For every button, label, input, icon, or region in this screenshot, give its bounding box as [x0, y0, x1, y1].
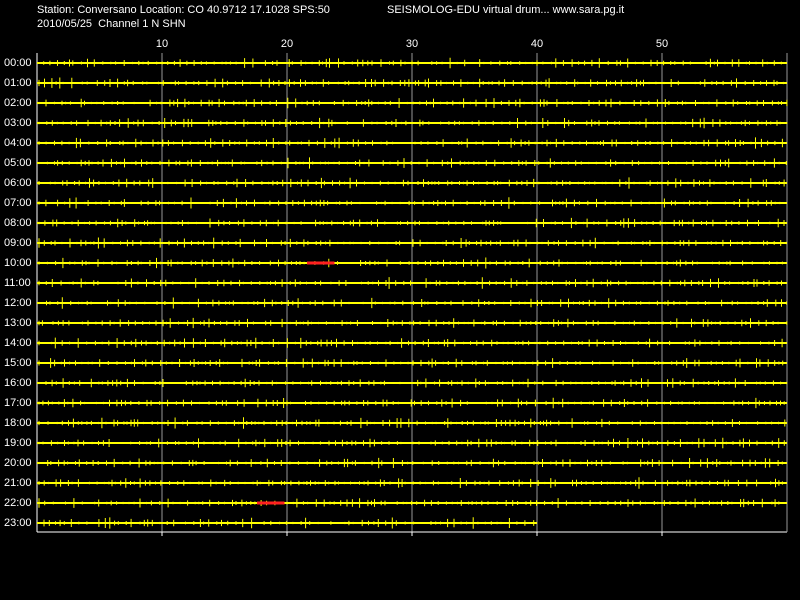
row-label: 00:00: [4, 57, 32, 69]
trace-noise: [38, 117, 788, 129]
trace-noise: [38, 397, 785, 409]
trace-noise: [38, 77, 784, 89]
row-label: 07:00: [4, 197, 32, 209]
trace-noise: [38, 437, 785, 449]
trace-noise: [38, 217, 785, 229]
row-label: 11:00: [4, 277, 31, 289]
trace-noise: [38, 137, 783, 149]
trace-noise: [38, 337, 783, 349]
trace-noise: [38, 237, 787, 249]
trace-noise: [38, 297, 787, 309]
trace-noise: [38, 317, 788, 329]
trace-noise: [38, 157, 787, 169]
trace-noise: [38, 417, 786, 429]
trace-noise: [38, 378, 788, 388]
row-label: 05:00: [4, 157, 32, 169]
trace-noise: [38, 517, 535, 529]
trace-noise: [38, 197, 781, 209]
date-channel: 2010/05/25 Channel 1 N SHN: [37, 18, 186, 30]
row-label: 20:00: [4, 457, 32, 469]
trace-noise: [38, 477, 783, 489]
x-tick-label: 30: [406, 38, 418, 50]
row-label: 03:00: [4, 117, 32, 129]
row-label: 16:00: [4, 377, 32, 389]
station-info: Station: Conversano Location: CO 40.9712…: [37, 4, 330, 16]
trace-noise: [38, 257, 783, 269]
trace-noise: [38, 57, 782, 69]
row-label: 04:00: [4, 137, 32, 149]
row-label: 13:00: [4, 317, 32, 329]
trace-noise: [38, 277, 782, 289]
trace-noise: [38, 498, 780, 508]
row-label: 01:00: [4, 77, 32, 89]
x-tick-label: 50: [656, 38, 668, 50]
row-label: 10:00: [4, 257, 32, 269]
row-label: 19:00: [4, 437, 32, 449]
row-label: 17:00: [4, 397, 32, 409]
trace-noise: [38, 97, 788, 109]
row-label: 22:00: [4, 497, 32, 509]
row-label: 23:00: [4, 517, 32, 529]
x-tick-label: 10: [156, 38, 168, 50]
row-label: 09:00: [4, 237, 32, 249]
title: SEISMOLOG-EDU virtual drum... www.sara.p…: [387, 4, 624, 16]
row-label: 15:00: [4, 357, 32, 369]
x-tick-label: 40: [531, 38, 543, 50]
trace-noise: [38, 177, 785, 189]
row-label: 14:00: [4, 337, 32, 349]
row-label: 02:00: [4, 97, 32, 109]
row-label: 21:00: [4, 477, 32, 489]
x-tick-label: 20: [281, 38, 293, 50]
row-label: 08:00: [4, 217, 32, 229]
row-label: 18:00: [4, 417, 32, 429]
trace-noise: [38, 457, 783, 469]
row-label: 06:00: [4, 177, 32, 189]
row-label: 12:00: [4, 297, 32, 309]
trace-noise: [38, 358, 784, 368]
